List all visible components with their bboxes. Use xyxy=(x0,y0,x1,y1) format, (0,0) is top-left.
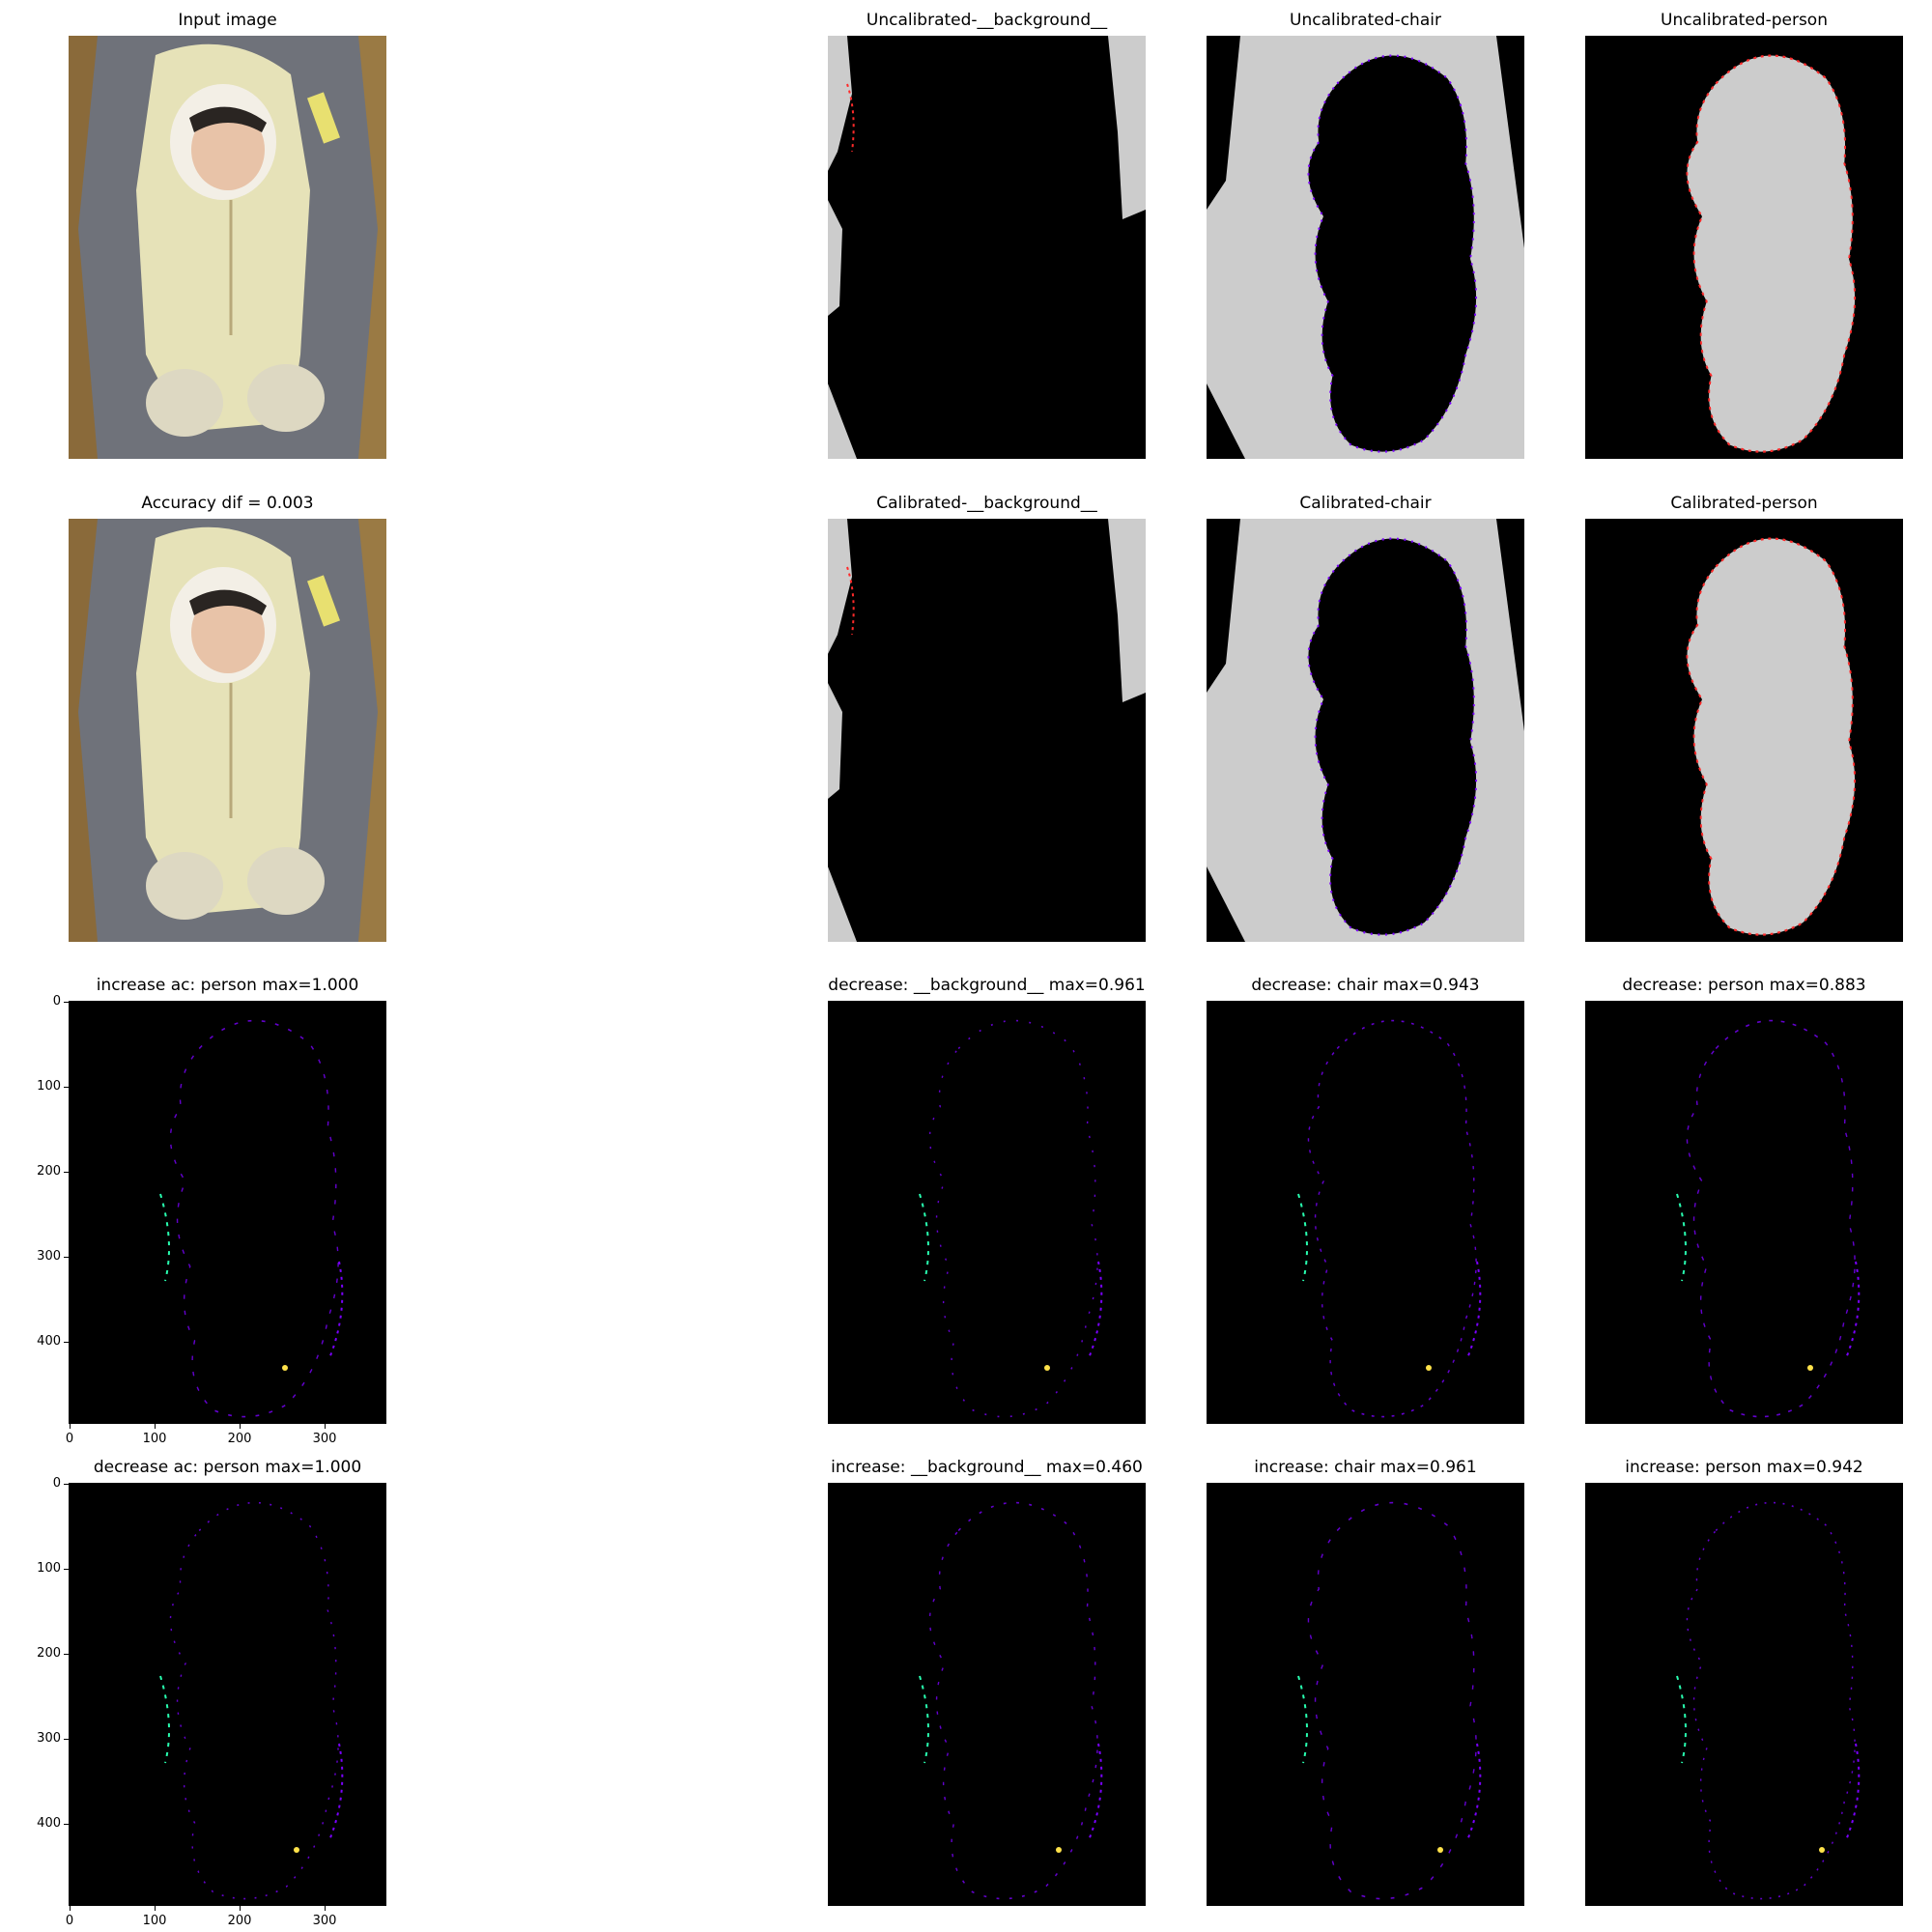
panel-title: increase ac: person max=1.000 xyxy=(96,976,359,995)
y-tick-label: 200 xyxy=(37,1646,61,1661)
panel-title: Accuracy dif = 0.003 xyxy=(141,494,314,513)
y-tick-mark xyxy=(64,1257,69,1258)
y-tick-label: 200 xyxy=(37,1164,61,1179)
mask-person-image xyxy=(1585,36,1903,459)
y-tick-label: 400 xyxy=(37,1816,61,1831)
x-tick-mark xyxy=(325,1424,326,1429)
panel-title: Calibrated-__background__ xyxy=(876,494,1097,513)
heat-image xyxy=(1207,1001,1524,1424)
y-tick-mark xyxy=(64,1824,69,1825)
panel-title: decrease: __background__ max=0.961 xyxy=(828,976,1146,995)
y-tick-label: 100 xyxy=(37,1561,61,1576)
mask-chair-image xyxy=(1207,519,1524,942)
x-tick-label: 300 xyxy=(312,1914,337,1928)
y-tick-label: 100 xyxy=(37,1079,61,1094)
y-tick-mark xyxy=(64,1002,69,1003)
x-tick-label: 100 xyxy=(142,1914,167,1928)
y-tick-mark xyxy=(64,1484,69,1485)
y-tick-mark xyxy=(64,1172,69,1173)
y-tick-label: 300 xyxy=(37,1249,61,1264)
heat-image xyxy=(1585,1483,1903,1906)
mask-person-image xyxy=(1585,519,1903,942)
y-tick-label: 0 xyxy=(52,994,61,1009)
x-tick-mark xyxy=(240,1906,241,1911)
y-tick-label: 300 xyxy=(37,1731,61,1746)
heat-axes-image xyxy=(69,1483,386,1906)
panel-title: decrease: chair max=0.943 xyxy=(1251,976,1480,995)
x-tick-label: 0 xyxy=(65,1914,74,1928)
panel-title: increase: chair max=0.961 xyxy=(1254,1458,1477,1477)
x-tick-label: 100 xyxy=(142,1432,167,1446)
heat-image xyxy=(1207,1483,1524,1906)
panel-title: decrease: person max=0.883 xyxy=(1622,976,1866,995)
panel-title: increase: person max=0.942 xyxy=(1625,1458,1863,1477)
y-tick-label: 400 xyxy=(37,1334,61,1349)
photo-image xyxy=(69,36,386,459)
x-tick-mark xyxy=(70,1424,71,1429)
x-tick-mark xyxy=(155,1424,156,1429)
y-tick-mark xyxy=(64,1087,69,1088)
y-tick-mark xyxy=(64,1654,69,1655)
y-tick-mark xyxy=(64,1569,69,1570)
y-tick-mark xyxy=(64,1342,69,1343)
panel-title: increase: __background__ max=0.460 xyxy=(831,1458,1143,1477)
heat-image xyxy=(828,1483,1146,1906)
x-tick-mark xyxy=(240,1424,241,1429)
x-tick-label: 300 xyxy=(312,1432,337,1446)
panel-title: Uncalibrated-chair xyxy=(1290,11,1441,30)
y-tick-label: 0 xyxy=(52,1476,61,1491)
x-tick-mark xyxy=(325,1906,326,1911)
photo-image xyxy=(69,519,386,942)
mask-chair-image xyxy=(1207,36,1524,459)
mask-bg-image xyxy=(828,519,1146,942)
panel-title: Input image xyxy=(178,11,277,30)
y-tick-mark xyxy=(64,1739,69,1740)
x-tick-label: 0 xyxy=(65,1432,74,1446)
x-tick-label: 200 xyxy=(227,1914,252,1928)
panel-title: Uncalibrated-person xyxy=(1661,11,1828,30)
panel-title: decrease ac: person max=1.000 xyxy=(93,1458,362,1477)
mask-bg-image xyxy=(828,36,1146,459)
x-tick-label: 200 xyxy=(227,1432,252,1446)
heat-image xyxy=(1585,1001,1903,1424)
panel-title: Calibrated-chair xyxy=(1299,494,1432,513)
panel-title: Uncalibrated-__background__ xyxy=(866,11,1108,30)
panel-title: Calibrated-person xyxy=(1670,494,1818,513)
x-tick-mark xyxy=(155,1906,156,1911)
x-tick-mark xyxy=(70,1906,71,1911)
heat-axes-image xyxy=(69,1001,386,1424)
heat-image xyxy=(828,1001,1146,1424)
